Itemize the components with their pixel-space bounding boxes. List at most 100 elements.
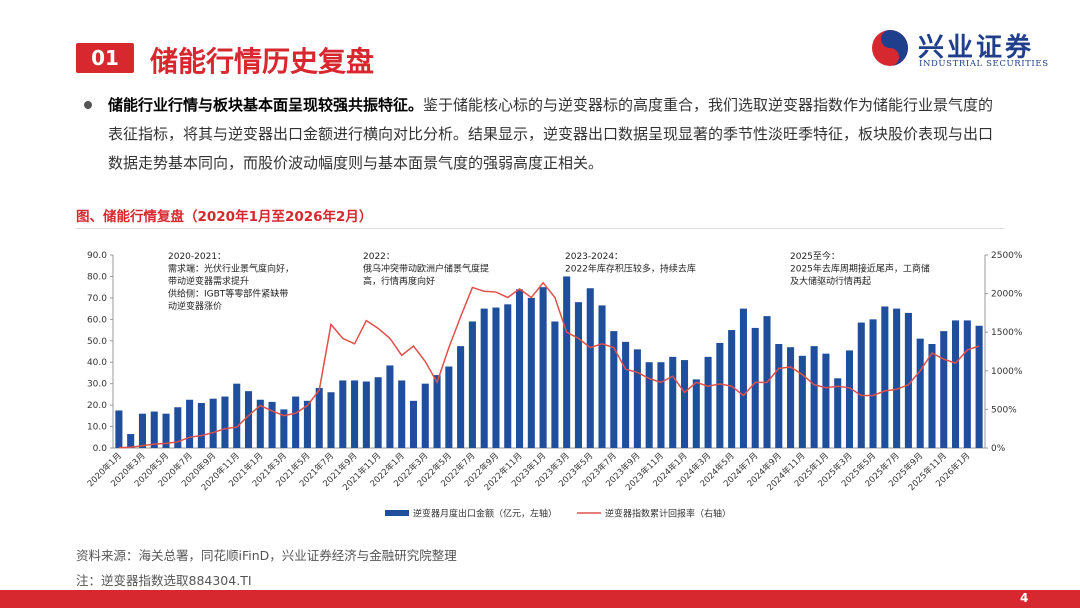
bar [598,305,606,448]
logo-icon [872,30,908,66]
bar [468,321,476,448]
bar [680,360,689,448]
bar [174,407,182,448]
bar [551,321,559,448]
y2-tick-label: 500% [991,405,1017,415]
figure-title: 图、储能行情复盘（2020年1月至2026年2月） [76,209,373,225]
y2-tick-label: 0% [991,444,1006,454]
annotation: 及大储驱动行情再起 [790,275,871,287]
bar [504,304,512,448]
y-tick-label: 10.0 [87,423,107,433]
bar [739,308,747,448]
y-tick-label: 30.0 [87,380,107,390]
bar [563,276,571,448]
chart: 0.0 10.0 20.0 30.0 40.0 50.0 60.0 70.0 80.0 90.0 0… [85,250,1023,520]
bullet-body: 鉴于储能核心标的与逆变器标的高度重合，我们选取逆变器指数作为储能行业景气度的表征… [108,96,994,172]
bar [692,379,700,448]
bar [315,387,323,448]
bar [704,356,712,448]
bar [327,392,335,448]
bar [845,350,854,448]
bar [963,320,971,448]
bar [610,331,618,448]
slide-title: 储能行情历史复盘 [150,45,375,78]
logo-text: 兴业证券 [918,33,1035,63]
bar [445,366,453,448]
footer-band [0,590,1080,608]
bar [622,341,630,448]
bar [857,322,865,448]
bar [975,325,983,448]
bar [127,434,135,448]
bar [952,320,960,448]
bar [669,356,677,448]
y-tick-label: 80.0 [87,272,107,282]
bar [645,362,653,448]
annotation: 2025年去库周期接近尾声，工商储 [790,263,930,275]
y-tick-label: 50.0 [87,337,107,347]
bar [186,399,194,448]
bar [869,319,877,448]
bar [516,289,524,448]
bullet-dot [84,101,92,109]
bar [457,346,465,448]
bar [787,347,795,448]
source: 资料来源：海关总署，同花顺iFinD，兴业证券经济与金融研究院整理 [76,548,457,563]
y2-tick-label: 2000% [991,290,1023,300]
logo-subtext: INDUSTRIAL SECURITIES [919,59,1049,69]
annotation: 动逆变器涨价 [168,300,222,312]
bar [881,306,889,448]
bar [150,411,158,448]
bar [893,308,901,448]
bar [280,409,288,448]
bar [398,380,406,448]
bar [351,380,359,448]
figure-rule [76,228,1004,229]
annotation: 俄乌冲突带动欧洲户储景气度提 [363,263,489,275]
bar [751,327,759,448]
bar [834,378,842,448]
y-tick-label: 20.0 [87,401,107,411]
y2-tick-label: 1000% [991,367,1023,377]
y2-tick-label: 1500% [991,328,1023,338]
bar [386,365,394,448]
bar [209,398,217,448]
bar [303,400,311,448]
bar [374,377,382,448]
annotation: 高，行情再度向好 [363,275,435,287]
annotation: 供给侧：IGBT等零部件紧缺带 [168,288,288,300]
legend-swatch [385,510,409,516]
bar [362,381,370,448]
y-tick-label: 60.0 [87,315,107,325]
bar [480,308,488,448]
bar [115,410,123,448]
annotation: 带动逆变器需求提升 [168,275,249,287]
bar [657,362,665,448]
bar [244,391,253,448]
bar [539,287,547,448]
bar [527,297,535,448]
bar [421,383,429,448]
bar [409,400,418,448]
bar [916,338,924,448]
bullet-lead: 储能行业行情与板块基本面呈现较强共振特征。 [108,96,424,114]
bar [928,343,936,448]
legend-label: 逆变器指数累计回报率（右轴） [605,508,731,520]
bar [810,346,818,448]
y-tick-label: 0.0 [93,444,108,454]
bar [775,343,783,448]
annotation: 2023-2024： [565,252,623,262]
bar [798,355,806,448]
bar [940,331,948,448]
y-tick-label: 90.0 [87,251,107,261]
bar [728,330,736,448]
bar [256,399,264,448]
bar [292,396,300,448]
bar [138,413,146,448]
y2-tick-label: 2500% [991,251,1023,261]
page-number: 4 [1020,591,1029,605]
bar [574,302,582,448]
legend-label: 逆变器月度出口金额（亿元，左轴） [413,508,557,520]
bar [162,413,170,448]
